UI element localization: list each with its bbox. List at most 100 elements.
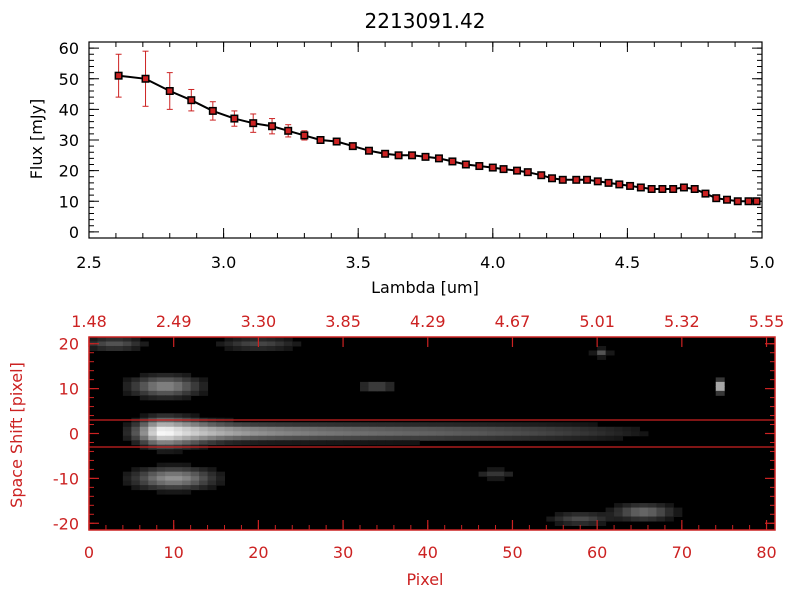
image-pixel bbox=[546, 435, 556, 441]
image-pixel bbox=[470, 431, 480, 437]
image-pixel bbox=[461, 426, 471, 432]
image-pixel bbox=[156, 449, 166, 455]
image-pixel bbox=[97, 341, 107, 347]
image-pixel bbox=[283, 341, 293, 347]
image-pixel bbox=[266, 337, 276, 342]
image-pixel bbox=[139, 390, 149, 396]
image-pixel bbox=[436, 422, 446, 428]
image-pixel bbox=[343, 431, 353, 437]
image-pixel bbox=[368, 422, 378, 428]
image-pixel bbox=[351, 435, 361, 441]
image-pixel bbox=[402, 426, 412, 432]
image-pixel bbox=[622, 426, 632, 432]
image-pixel bbox=[292, 426, 302, 432]
image-pixel bbox=[131, 341, 141, 347]
image-pixel bbox=[165, 471, 175, 477]
image-pixel bbox=[537, 435, 547, 441]
x-tick-label: 70 bbox=[672, 543, 692, 562]
image-pixel bbox=[470, 422, 480, 428]
image-pixel bbox=[131, 386, 141, 392]
image-pixel bbox=[148, 480, 158, 486]
data-point-inner bbox=[627, 183, 633, 189]
image-pixel bbox=[487, 426, 497, 432]
error-bars bbox=[115, 50, 760, 205]
image-pixel bbox=[105, 345, 115, 351]
image-pixel bbox=[520, 435, 530, 441]
image-pixel bbox=[639, 503, 649, 509]
image-pixel bbox=[554, 435, 564, 441]
image-pixel bbox=[487, 431, 497, 437]
x-axis-label: Lambda [um] bbox=[371, 278, 479, 297]
image-pixel bbox=[622, 512, 632, 518]
image-pixel bbox=[165, 467, 175, 473]
image-pixel bbox=[495, 426, 505, 432]
y-tick-label: 0 bbox=[69, 425, 79, 444]
image-pixel bbox=[317, 440, 327, 446]
image-pixel bbox=[487, 467, 497, 473]
image-pixel bbox=[664, 512, 674, 518]
spectrum-image bbox=[89, 337, 775, 530]
image-pixel bbox=[156, 413, 166, 419]
image-pixel bbox=[190, 485, 200, 491]
image-pixel bbox=[385, 431, 395, 437]
image-pixel bbox=[266, 341, 276, 347]
image-pixel bbox=[165, 449, 175, 455]
data-point-inner bbox=[514, 168, 520, 174]
image-pixel bbox=[232, 337, 242, 342]
image-pixel bbox=[605, 350, 615, 356]
image-pixel bbox=[393, 422, 403, 428]
image-pixel bbox=[182, 381, 192, 387]
image-pixel bbox=[300, 431, 310, 437]
image-pixel bbox=[453, 422, 463, 428]
image-pixel bbox=[520, 431, 530, 437]
image-pixel bbox=[385, 426, 395, 432]
image-pixel bbox=[173, 426, 183, 432]
data-point-inner bbox=[595, 178, 601, 184]
image-pixel bbox=[156, 431, 166, 437]
image-pixel bbox=[122, 337, 132, 342]
image-pixel bbox=[639, 512, 649, 518]
image-pixel bbox=[436, 426, 446, 432]
image-pixel bbox=[563, 435, 573, 441]
image-pixel bbox=[275, 337, 285, 342]
image-pixel bbox=[258, 435, 268, 441]
data-point-inner bbox=[692, 186, 698, 192]
data-point-inner bbox=[560, 177, 566, 183]
image-ticks: 0 10 20 30 40 50 60 70 80 1.48 2.49 3.30 3.85 4.29 4.6… bbox=[53, 312, 784, 562]
x-axis-label: Pixel bbox=[406, 570, 443, 589]
image-pixel bbox=[139, 471, 149, 477]
image-pixel bbox=[199, 377, 209, 383]
image-pixel bbox=[224, 341, 234, 347]
x-tick-label: 80 bbox=[756, 543, 776, 562]
image-pixel bbox=[241, 337, 251, 342]
image-pixel bbox=[190, 377, 200, 383]
image-pixel bbox=[292, 440, 302, 446]
data-point-inner bbox=[735, 198, 741, 204]
data-point-inner bbox=[490, 165, 496, 171]
image-pixel bbox=[182, 471, 192, 477]
image-pixel bbox=[216, 435, 226, 441]
image-pixel bbox=[385, 440, 395, 446]
image-pixel bbox=[503, 422, 513, 428]
image-pixel bbox=[436, 435, 446, 441]
image-pixel bbox=[241, 422, 251, 428]
image-pixel bbox=[148, 485, 158, 491]
image-pixel bbox=[249, 345, 259, 351]
image-pixel bbox=[588, 521, 598, 527]
image-pixel bbox=[597, 350, 607, 356]
y-tick-label: 20 bbox=[59, 335, 79, 354]
image-pixel bbox=[148, 413, 158, 419]
image-pixel bbox=[224, 435, 234, 441]
image-pixel bbox=[326, 422, 336, 428]
image-pixel bbox=[343, 435, 353, 441]
image-pixel bbox=[368, 440, 378, 446]
image-pixel bbox=[300, 426, 310, 432]
image-pixel bbox=[529, 431, 539, 437]
image-pixel bbox=[199, 431, 209, 437]
image-pixel bbox=[182, 467, 192, 473]
image-pixel bbox=[631, 512, 640, 518]
image-pixel bbox=[139, 435, 149, 441]
image-pixel bbox=[232, 341, 242, 347]
image-pixel bbox=[207, 440, 217, 446]
data-point-inner bbox=[584, 177, 590, 183]
